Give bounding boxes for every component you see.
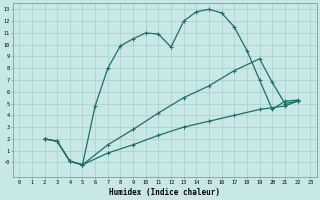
X-axis label: Humidex (Indice chaleur): Humidex (Indice chaleur) [109, 188, 220, 197]
